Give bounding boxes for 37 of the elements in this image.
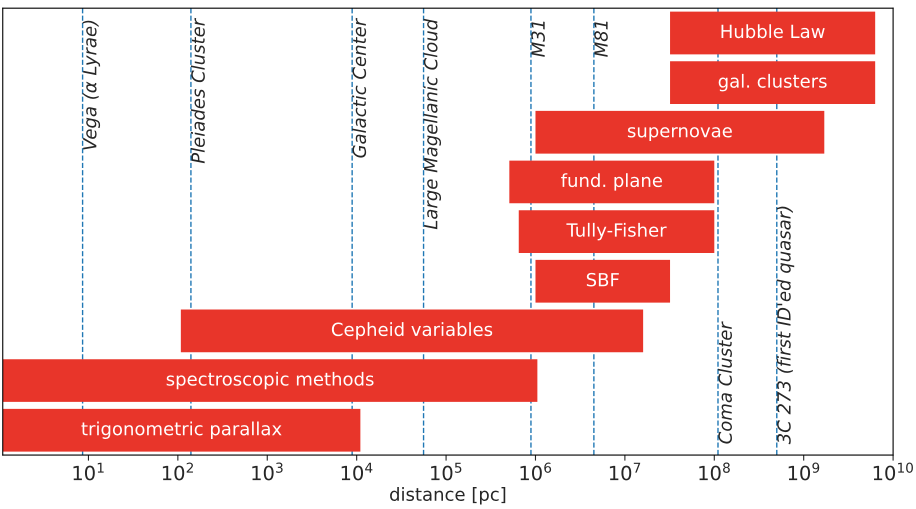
y-tick-label: Cepheid variables bbox=[332, 322, 492, 340]
ref-line-label: M81 bbox=[594, 22, 608, 57]
x-tick-label: 10$^{7}$ bbox=[610, 462, 640, 480]
bar bbox=[670, 61, 876, 104]
x-tick-label: 10$^{9}$ bbox=[788, 462, 820, 480]
ref-line-label: Galactic Center bbox=[352, 18, 366, 158]
x-tick-label: 10$^{4}$ bbox=[342, 462, 372, 480]
bar bbox=[518, 210, 714, 253]
y-tick-label: gal. clusters bbox=[718, 74, 827, 92]
y-tick-label: trigonometric parallax bbox=[81, 421, 282, 439]
y-tick-label: SBF bbox=[586, 272, 619, 286]
bar bbox=[180, 310, 644, 352]
y-tick-label: Hubble Law bbox=[722, 24, 825, 38]
ref-line-label: M31 bbox=[531, 22, 545, 57]
y-tick-label: fund. plane bbox=[561, 173, 662, 191]
x-tick-label: 10$^{3}$ bbox=[252, 462, 283, 480]
x-tick-label: 10$^{8}$ bbox=[699, 462, 730, 480]
bar bbox=[509, 160, 714, 204]
x-axis-title: distance [pc] bbox=[390, 487, 506, 505]
y-tick-label: Tully-Fisher bbox=[566, 222, 667, 240]
y-tick-label: spectroscopic methods bbox=[166, 372, 374, 390]
x-tick-label: 10$^{5}$ bbox=[431, 462, 462, 480]
y-tick-label: supernovae bbox=[628, 127, 732, 142]
bar bbox=[535, 260, 670, 303]
x-tick-label: 10$^{10}$ bbox=[874, 462, 913, 480]
bar bbox=[535, 110, 824, 154]
x-tick-label: 10$^{1}$ bbox=[73, 462, 104, 480]
ref-line-label: Coma Cluster bbox=[718, 321, 732, 444]
x-tick-label: 10$^{6}$ bbox=[520, 462, 552, 480]
ref-line-label: 3C 273 (first ID'ed quasar) bbox=[776, 206, 794, 444]
ref-line-label: Large Magellanic Cloud bbox=[424, 18, 442, 230]
ref-line-label: Vega (α Lyrae) bbox=[82, 20, 100, 150]
ref-line-label: Pleiades Cluster bbox=[190, 18, 205, 164]
bar bbox=[2, 359, 538, 402]
bar bbox=[670, 12, 876, 54]
x-tick-label: 10$^{2}$ bbox=[162, 462, 193, 480]
bar bbox=[2, 408, 360, 452]
